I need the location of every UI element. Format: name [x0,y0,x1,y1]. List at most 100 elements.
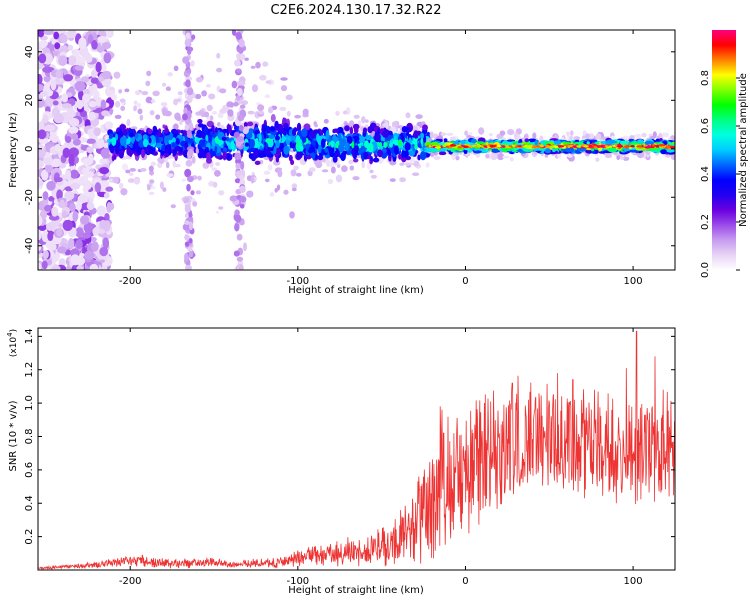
spectrogram-cell [173,150,177,155]
spectrogram-cell [76,265,84,270]
spectrogram-cell [511,144,516,147]
spectrogram-cell [388,153,392,162]
spectrogram-cell [189,138,195,144]
spectrogram-cell [38,262,42,270]
spectrogram-cell [104,213,110,222]
spectrogram-cell [367,126,373,134]
spectrogram-cell [38,83,44,92]
spectrogram-cell [83,89,91,95]
spectrogram-cell [91,241,99,252]
spectrogram-cell [82,185,89,194]
spectrogram-cell [146,70,152,77]
spectrogram-cell [607,147,618,153]
spectrogram-cell [502,155,510,159]
spectrogram-cell [518,145,522,148]
spectrogram-cell [234,59,241,67]
spectrogram-cell [389,178,396,183]
spectrogram-cell [124,88,130,93]
spectrogram-cell [561,141,571,145]
spectrogram-cell [59,34,68,44]
spectrogram-cell [147,184,151,191]
spectrogram-cell [206,152,211,161]
spectrogram-cell [335,110,340,116]
spectrogram-cell [160,136,164,143]
spectrogram-cell [485,153,490,159]
spectrogram-cell [101,42,112,50]
spectrogram-cell [182,56,190,64]
spectrogram-cell [283,122,289,130]
spectrogram-cell [50,160,61,168]
spectrogram-cell [58,55,68,67]
spectrogram-cell [38,30,45,38]
spectrogram-cell [239,104,246,109]
spectrogram-cell [76,99,84,110]
spectrogram-cell [187,46,194,52]
spectrogram-cell [320,138,326,149]
spectrogram-cell [214,170,221,177]
spectrogram-cell [240,100,248,106]
spectrogram-cell [150,161,156,167]
spectrogram-cell [301,128,308,138]
spectrogram-cell [68,109,76,117]
spectrogram-cell [478,127,485,135]
spectrogram-cell [244,142,249,147]
spectrogram-cell [647,144,651,148]
spectrogram-cell [595,133,602,140]
spectrogram-cell [378,142,383,148]
spectrogram-cell [475,153,480,158]
spectrogram-cell [620,156,625,160]
spectrogram-cell [104,121,114,130]
spectrogram-y-tick-label: 20 [24,94,35,107]
spectrogram-cell [413,130,419,139]
spectrogram-cell [586,141,590,145]
spectrogram-cell [192,201,198,207]
spectrogram-cell [147,128,153,135]
spectrogram-cell [341,165,348,173]
spectrogram-cell [670,146,675,149]
spectrogram-cell [501,146,509,153]
spectrogram-cell [179,120,183,126]
spectrogram-cell [38,129,47,140]
spectrogram-cell [477,148,486,151]
spectrogram-cell [468,145,473,148]
spectrogram-cell [194,93,202,100]
spectrogram-cell [133,105,138,112]
spectrogram-cell [361,161,366,169]
spectrogram-cell [216,52,221,59]
spectrogram-cell [47,231,54,242]
spectrogram-cell [610,136,616,140]
spectrogram-cell [75,227,84,238]
spectrogram-cell [125,169,131,174]
spectrogram-cell [159,181,164,190]
spectrogram-cell [280,136,287,141]
spectrogram-cell [48,196,55,202]
spectrogram-cell [394,145,399,155]
spectrogram-cell [175,115,182,121]
spectrogram-cell [68,55,76,66]
spectrogram-cell [42,250,49,259]
spectrogram-cell [38,229,42,241]
spectrogram-cell [289,143,297,149]
spectrogram-cell [536,145,541,148]
spectrogram-cell [398,153,402,160]
spectrogram-cell [220,144,224,149]
spectrogram-x-tick-label: 0 [462,276,468,287]
spectrogram-cell [38,242,42,251]
colorbar-label: Normalized spectral amplitude [738,73,749,227]
spectrogram-cell [477,137,486,143]
spectrogram-heatmap [38,30,675,270]
spectrogram-cell [406,127,412,133]
spectrogram-cell [268,106,274,114]
spectrogram-cell [187,215,193,222]
spectrogram-cell [89,263,99,270]
spectrogram-x-tick-label: 100 [624,276,643,287]
spectrogram-cell [374,133,381,143]
spectrogram-cell [399,177,406,183]
spectrogram-cell [129,168,136,172]
spectrogram-cell [167,72,173,77]
spectrogram-cell [408,150,415,157]
spectrogram-cell [161,144,166,152]
spectrogram-cell [229,195,237,202]
spectrogram-cell [212,181,218,188]
